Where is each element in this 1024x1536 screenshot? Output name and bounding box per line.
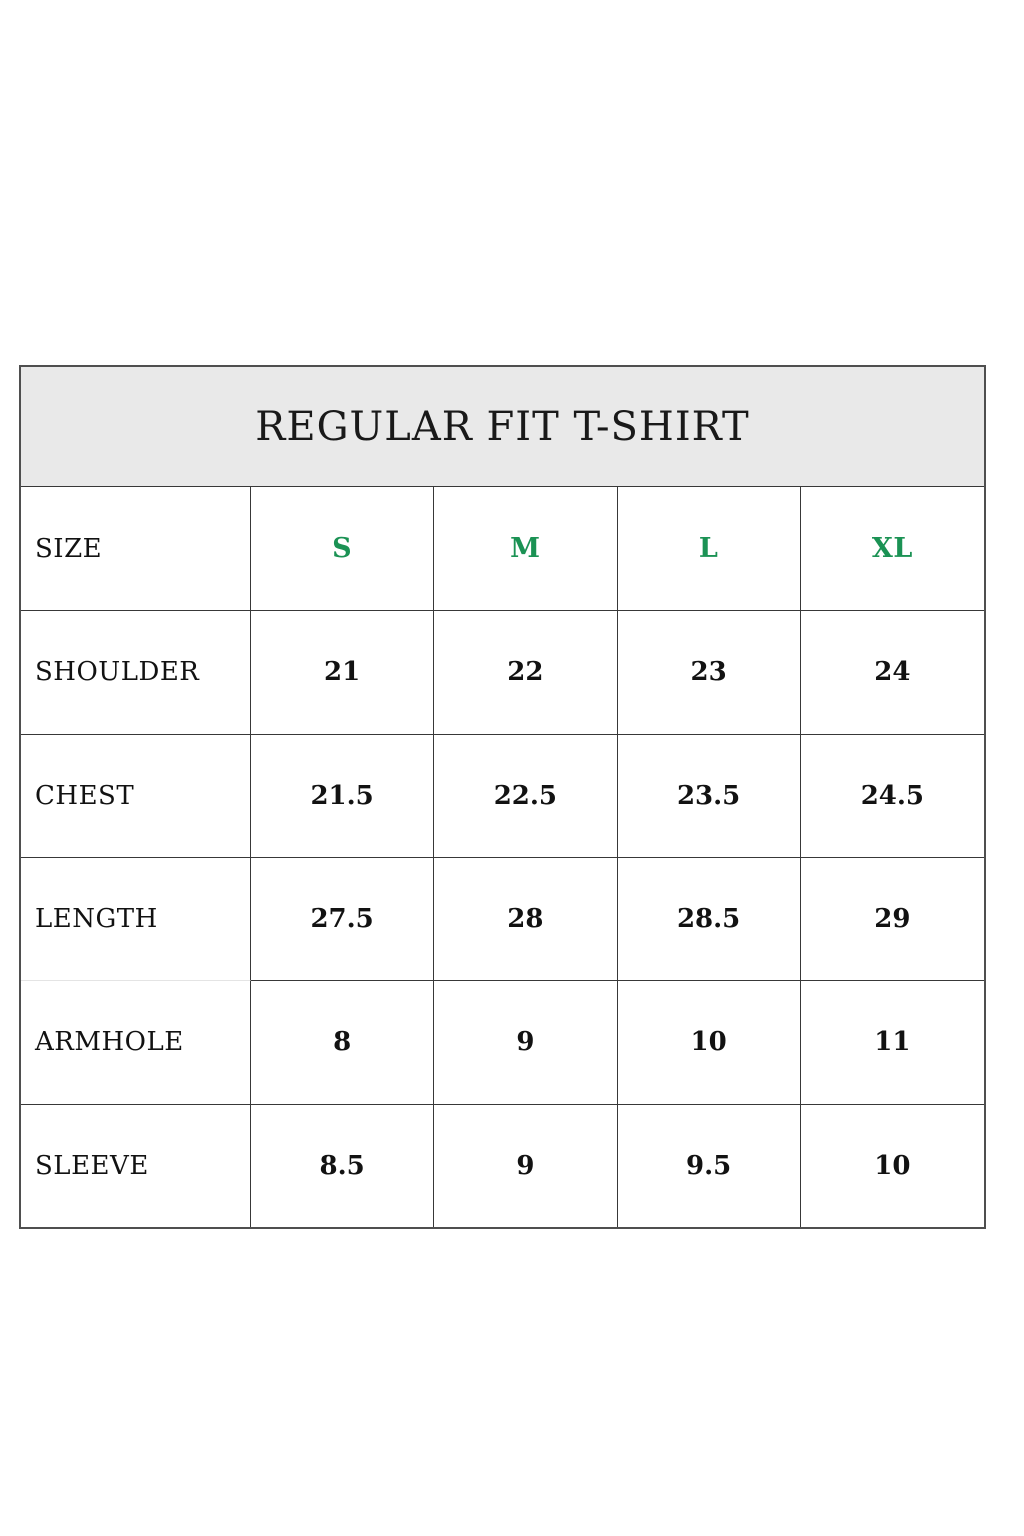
cell-sleeve-m: 9 (434, 1103, 618, 1227)
cell-chest-s: 21.5 (251, 733, 435, 857)
size-header-l: L (617, 487, 801, 611)
row-label-sleeve: SLEEVE (21, 1103, 251, 1227)
size-chart-table: REGULAR FIT T-SHIRT SIZE S M L XL SHOULD… (19, 365, 986, 1229)
cell-shoulder-s: 21 (251, 610, 435, 734)
cell-armhole-l: 10 (617, 980, 801, 1104)
cell-length-l: 28.5 (617, 857, 801, 981)
row-label-length: LENGTH (21, 857, 251, 981)
cell-armhole-m: 9 (434, 980, 618, 1104)
cell-shoulder-l: 23 (617, 610, 801, 734)
size-letter-l: L (698, 533, 719, 565)
row-label-size: SIZE (21, 487, 251, 611)
row-label-shoulder: SHOULDER (21, 610, 251, 734)
cell-length-m: 28 (434, 857, 618, 981)
row-label-armhole: ARMHOLE (21, 980, 251, 1104)
cell-sleeve-l: 9.5 (617, 1103, 801, 1227)
size-letter-xl: XL (871, 533, 913, 565)
cell-chest-l: 23.5 (617, 733, 801, 857)
cell-length-xl: 29 (800, 857, 984, 981)
row-label-chest: CHEST (21, 733, 251, 857)
size-header-m: M (434, 487, 618, 611)
cell-shoulder-m: 22 (434, 610, 618, 734)
size-letter-m: M (510, 533, 541, 565)
cell-chest-m: 22.5 (434, 733, 618, 857)
size-letter-s: S (332, 533, 353, 565)
size-header-s: S (251, 487, 435, 611)
cell-armhole-s: 8 (251, 980, 435, 1104)
chart-title-banner: REGULAR FIT T-SHIRT (21, 367, 984, 487)
cell-shoulder-xl: 24 (800, 610, 984, 734)
cell-sleeve-xl: 10 (800, 1103, 984, 1227)
size-header-xl: XL (800, 487, 984, 611)
cell-length-s: 27.5 (251, 857, 435, 981)
cell-chest-xl: 24.5 (800, 733, 984, 857)
cell-armhole-xl: 11 (800, 980, 984, 1104)
chart-title: REGULAR FIT T-SHIRT (255, 403, 750, 450)
cell-sleeve-s: 8.5 (251, 1103, 435, 1227)
